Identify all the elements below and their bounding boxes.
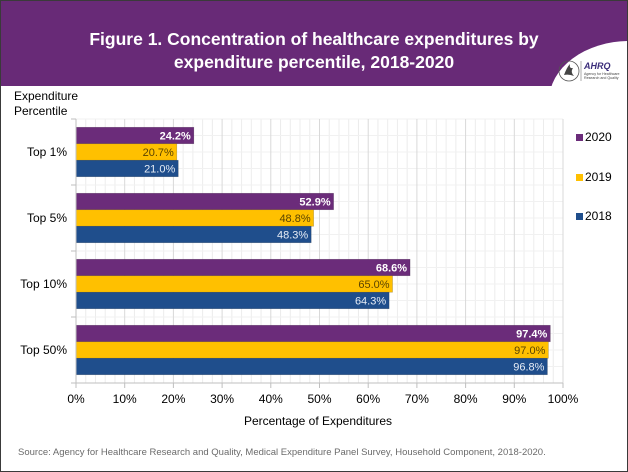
data-label: 48.8% — [279, 213, 310, 225]
category-label: Top 1% — [27, 145, 67, 159]
logo-subtext-2: Research and Quality — [584, 76, 619, 80]
data-label: 21.0% — [144, 164, 175, 176]
data-label: 68.6% — [376, 263, 407, 275]
x-tick-label: 80% — [454, 392, 478, 406]
hhs-eagle-icon — [558, 60, 580, 82]
bar-2020-top-5- — [75, 192, 334, 211]
x-tick-label: 20% — [161, 392, 185, 406]
x-tick-label: 50% — [307, 392, 331, 406]
chart-title-line-1: Figure 1. Concentration of healthcare ex… — [89, 29, 539, 49]
legend-label-2018: 2018 — [585, 209, 612, 223]
data-label: 97.0% — [514, 345, 545, 357]
x-tick-label: 90% — [502, 392, 526, 406]
x-tick-label: 70% — [405, 392, 429, 406]
header-banner: Figure 1. Concentration of healthcare ex… — [1, 1, 627, 86]
data-label: 48.3% — [277, 230, 308, 242]
bar-2018-top-10- — [75, 291, 390, 310]
x-axis-title: Percentage of Expenditures — [244, 414, 392, 428]
x-tick-label: 40% — [259, 392, 283, 406]
bar-2018-top-5- — [75, 225, 312, 244]
legend-label-2019: 2019 — [585, 170, 612, 184]
category-label: Top 50% — [20, 343, 67, 357]
y-axis-title-line-1: Expenditure — [14, 89, 79, 103]
category-label: Top 5% — [27, 211, 67, 225]
x-tick-label: 60% — [356, 392, 380, 406]
y-axis-title: Expenditure Percentile — [14, 89, 78, 119]
axes: Top 1% Top 5% Top 10% Top 50% 0% 10% 20% 30% 40%… — [20, 118, 579, 406]
category-label: Top 10% — [20, 277, 67, 291]
data-label: 64.3% — [355, 296, 386, 308]
legend-label-2020: 2020 — [585, 130, 612, 144]
bar-2019-top-50- — [75, 341, 549, 359]
data-label: 20.7% — [143, 147, 174, 159]
chart-title: Figure 1. Concentration of healthcare ex… — [41, 28, 587, 74]
legend-swatch-2018 — [576, 213, 583, 220]
data-label: 97.4% — [516, 329, 547, 341]
chart-title-line-2: expenditure percentile, 2018-2020 — [173, 52, 455, 72]
data-label: 24.2% — [160, 131, 191, 143]
data-label: 65.0% — [358, 279, 389, 291]
x-tick-label: 10% — [113, 392, 137, 406]
data-label: 96.8% — [513, 362, 544, 374]
logo-text: AHRQ — [583, 61, 611, 71]
source-note: Source: Agency for Healthcare Research a… — [18, 447, 546, 458]
x-tick-label: 0% — [67, 392, 85, 406]
data-label: 52.9% — [299, 197, 330, 209]
legend-swatch-2020 — [576, 134, 583, 141]
x-tick-label: 100% — [548, 392, 579, 406]
legend-swatch-2019 — [576, 174, 583, 181]
logo-subtext-1: Agency for Healthcare — [584, 72, 620, 76]
bar-2020-top-10- — [75, 258, 411, 277]
bar-2018-top-50- — [75, 357, 548, 376]
ahrq-logo: AHRQ Agency for Healthcare Research and … — [558, 60, 620, 82]
x-tick-label: 30% — [210, 392, 234, 406]
bar-2019-top-10- — [75, 275, 393, 293]
bar-2019-top-5- — [75, 209, 314, 227]
bar-2020-top-50- — [75, 324, 551, 343]
y-axis-title-line-2: Percentile — [14, 104, 68, 118]
legend: 2020 2019 2018 — [576, 130, 612, 223]
